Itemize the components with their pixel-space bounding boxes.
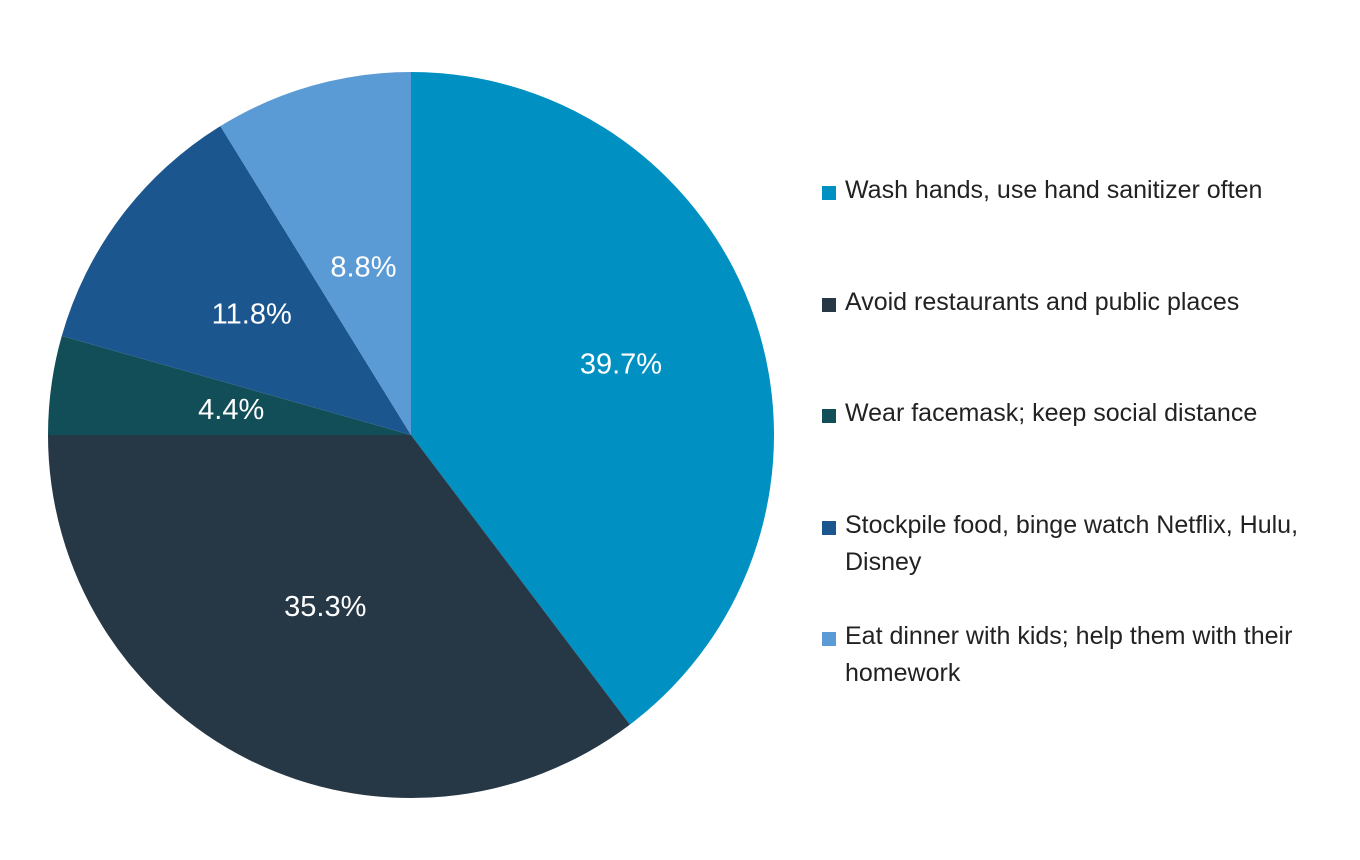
legend-label: Wear facemask; keep social distance (845, 399, 1258, 427)
legend-item: Wear facemask; keep social distance (822, 395, 1355, 432)
legend-item: Avoid restaurants and public places (822, 284, 1355, 321)
pie-slice (220, 72, 411, 435)
pie-slice (48, 335, 411, 435)
legend-label: Eat dinner with kids; help them with the… (845, 622, 1293, 687)
legend-label: Wash hands, use hand sanitizer often (845, 176, 1263, 204)
pie-slice (411, 72, 775, 725)
legend-item: Eat dinner with kids; help them with the… (822, 618, 1355, 692)
slice-value-label: 8.8% (330, 251, 396, 283)
pie-slice (48, 435, 630, 798)
pie-slices (48, 72, 775, 798)
slice-value-label: 11.8% (212, 299, 292, 331)
legend-swatch (822, 409, 836, 423)
pie-slice (61, 126, 411, 436)
slice-value-label: 35.3% (284, 591, 366, 623)
legend-swatch (822, 521, 836, 535)
legend-label: Stockpile food, binge watch Netflix, Hul… (845, 511, 1299, 576)
pie-labels: 39.7% 35.3% 4.4% 11.8% 8.8% (198, 251, 662, 623)
legend-item: Stockpile food, binge watch Netflix, Hul… (822, 507, 1355, 581)
legend-item: Wash hands, use hand sanitizer often (822, 172, 1355, 209)
legend-swatch (822, 632, 836, 646)
slice-value-label: 39.7% (580, 349, 662, 381)
slice-value-label: 4.4% (198, 394, 264, 426)
legend-swatch (822, 186, 836, 200)
legend-label: Avoid restaurants and public places (845, 288, 1240, 316)
legend-swatch (822, 298, 836, 312)
